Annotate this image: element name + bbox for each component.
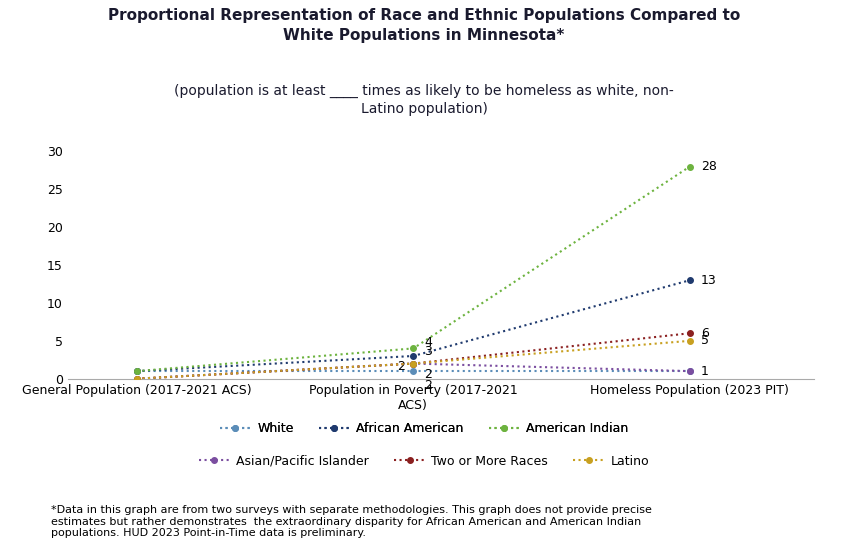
- Text: Proportional Representation of Race and Ethnic Populations Compared to
White Pop: Proportional Representation of Race and …: [108, 8, 740, 43]
- Text: 3: 3: [425, 345, 432, 358]
- White: [684, 368, 695, 374]
- Text: *Data in this graph are from two surveys with separate methodologies. This graph: *Data in this graph are from two surveys…: [51, 505, 652, 538]
- Latino: [684, 338, 695, 344]
- American Indian: [131, 368, 142, 374]
- White: [131, 368, 142, 374]
- Line: Latino: Latino: [134, 338, 693, 381]
- American Indian: [684, 163, 695, 170]
- Asian/Pacific Islander: [131, 375, 142, 382]
- Two or More Races: [684, 330, 695, 337]
- Line: Two or More Races: Two or More Races: [134, 331, 693, 381]
- Text: (population is at least ____ times as likely to be homeless as white, non-
Latin: (population is at least ____ times as li…: [174, 84, 674, 116]
- Text: 4: 4: [425, 337, 432, 349]
- Legend: White, African American, American Indian: White, African American, American Indian: [215, 417, 633, 440]
- Line: African American: African American: [134, 278, 693, 374]
- Line: American Indian: American Indian: [134, 164, 693, 374]
- Asian/Pacific Islander: [684, 368, 695, 374]
- African American: [131, 368, 142, 374]
- Text: 2: 2: [397, 360, 404, 373]
- Text: 28: 28: [700, 160, 717, 173]
- Text: 6: 6: [700, 327, 709, 340]
- Text: 2: 2: [425, 368, 432, 381]
- Line: Asian/Pacific Islander: Asian/Pacific Islander: [134, 361, 693, 381]
- Two or More Races: [408, 360, 418, 367]
- American Indian: [408, 345, 418, 352]
- Text: 1: 1: [700, 365, 709, 378]
- Latino: [131, 375, 142, 382]
- Legend: Asian/Pacific Islander, Two or More Races, Latino: Asian/Pacific Islander, Two or More Race…: [193, 450, 655, 472]
- Text: 5: 5: [700, 334, 709, 347]
- Two or More Races: [131, 375, 142, 382]
- Latino: [408, 360, 418, 367]
- White: [408, 368, 418, 374]
- Asian/Pacific Islander: [408, 360, 418, 367]
- Line: White: White: [134, 368, 693, 374]
- African American: [408, 353, 418, 359]
- African American: [684, 277, 695, 283]
- Text: 13: 13: [700, 274, 717, 287]
- Text: 2: 2: [425, 379, 432, 392]
